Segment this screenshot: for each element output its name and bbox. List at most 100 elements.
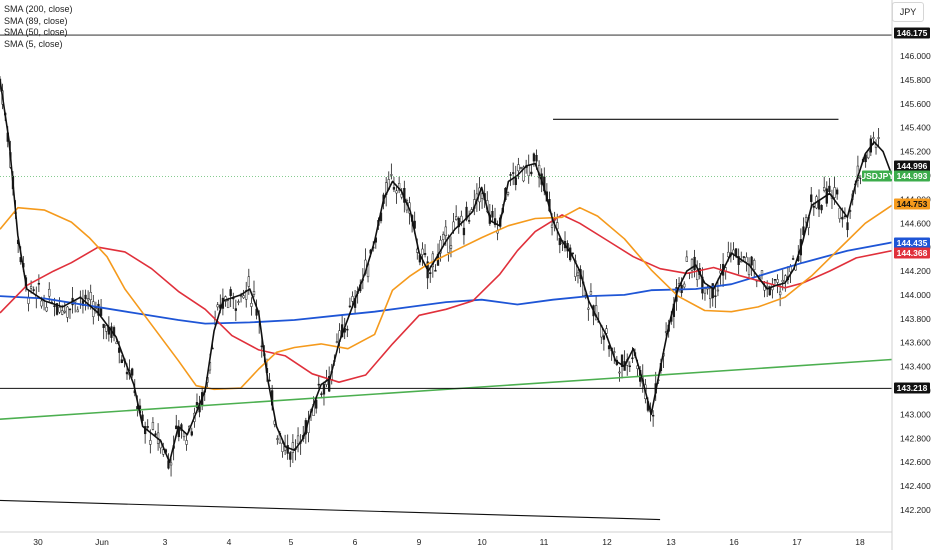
candle-body [66,306,69,318]
candle-body [532,153,536,162]
symbol-tag [862,170,892,182]
sma5-line [0,79,893,463]
candle-body [29,286,33,289]
candle-body [462,227,466,236]
candle-body [94,307,98,310]
candle-body [86,298,90,301]
candle-body [289,452,292,460]
candle-body [737,256,740,265]
candle-body [89,292,92,300]
candle-body [250,303,253,307]
candle-body [550,224,554,228]
y-tick-label: 144.000 [900,290,931,300]
currency-badge[interactable]: JPY [892,2,924,22]
x-tick-label: 30 [33,537,43,547]
price-tag: 144.435 [894,237,930,249]
candle-body [613,351,616,353]
price-tag-label: 144.435 [897,238,928,248]
x-tick-label: 3 [163,537,168,547]
candle-body [836,189,839,195]
candle-body [810,194,813,202]
price-tag-label: 144.993 [897,171,928,181]
candle-body [747,263,751,276]
candle-body [185,440,188,445]
candle-body [768,286,771,296]
y-tick-label: 145.600 [900,99,931,109]
candle-body [571,252,574,255]
legend-sma5[interactable]: SMA (5, close) [4,38,63,49]
candle-body [97,303,100,316]
x-tick-label: 13 [666,537,676,547]
candle-body [346,328,349,331]
price-tag: 143.218 [894,382,930,394]
candle-body [781,279,784,283]
candle-body [589,291,593,295]
x-tick-label: 10 [477,537,487,547]
candle-body [778,291,782,296]
y-tick-label: 145.200 [900,147,931,157]
candle-body [146,426,149,428]
candle-body [237,301,240,303]
price-tag-label: 143.218 [897,383,928,393]
candle-body [846,222,849,231]
legend-sma89[interactable]: SMA (89, close) [4,15,68,26]
time-axis[interactable]: 30 Jun 3 4 5 6 9 10 11 12 13 16 17 18 [33,537,865,547]
candle-body [58,307,61,313]
candle-body [226,300,230,309]
candle-body [620,354,624,367]
candle-body [742,256,745,258]
candle-body [605,328,608,334]
sma-orange-line [0,204,893,391]
candle-body [514,177,517,186]
candle-body [296,435,300,445]
candle-body [32,289,35,291]
price-axis[interactable]: 142.200 142.400 142.600 142.800 143.000 143.2… [900,51,931,515]
candle-body [328,376,331,392]
candle-body [245,290,248,300]
candle-body [149,440,152,445]
candle-body [776,279,779,283]
y-tick-label: 146.000 [900,51,931,61]
candle-body [512,172,515,174]
x-tick-label: 9 [417,537,422,547]
candle-body [317,383,320,386]
candle-body [802,226,805,236]
candle-body [480,193,484,199]
candle-body [457,217,460,228]
candle-body [48,288,51,297]
candle-body [602,335,606,340]
candle-body [444,226,447,236]
candle-body [535,154,538,162]
candle-body [753,260,756,271]
candle-body [727,251,730,257]
candle-body [55,303,59,315]
legend-sma50[interactable]: SMA (50, close) [4,27,68,37]
candle-body [120,359,123,363]
candle-body [45,306,48,312]
y-tick-label: 142.800 [900,433,931,443]
candle-body [162,449,165,455]
candle-body [190,431,193,436]
candle-body [740,260,743,263]
candle-body [242,295,245,299]
x-tick-label: 6 [353,537,358,547]
x-tick-label: 17 [792,537,802,547]
price-tag-box [894,237,930,249]
y-tick-label: 143.000 [900,409,931,419]
price-tag-box [894,170,930,182]
candle-body [628,365,631,368]
candle-body [750,256,753,266]
candle-body [286,445,289,454]
x-tick-label: 11 [540,537,549,547]
y-tick-label: 144.200 [900,266,931,276]
candle-body [804,217,808,223]
candle-body [631,357,634,360]
candle-body [84,294,87,300]
candle-body [276,438,279,440]
candle-body [455,216,458,220]
candle-body [651,414,655,417]
candle-body [105,325,108,332]
legend-sma200[interactable]: SMA (200, close) [4,4,73,14]
candle-body [182,432,186,438]
